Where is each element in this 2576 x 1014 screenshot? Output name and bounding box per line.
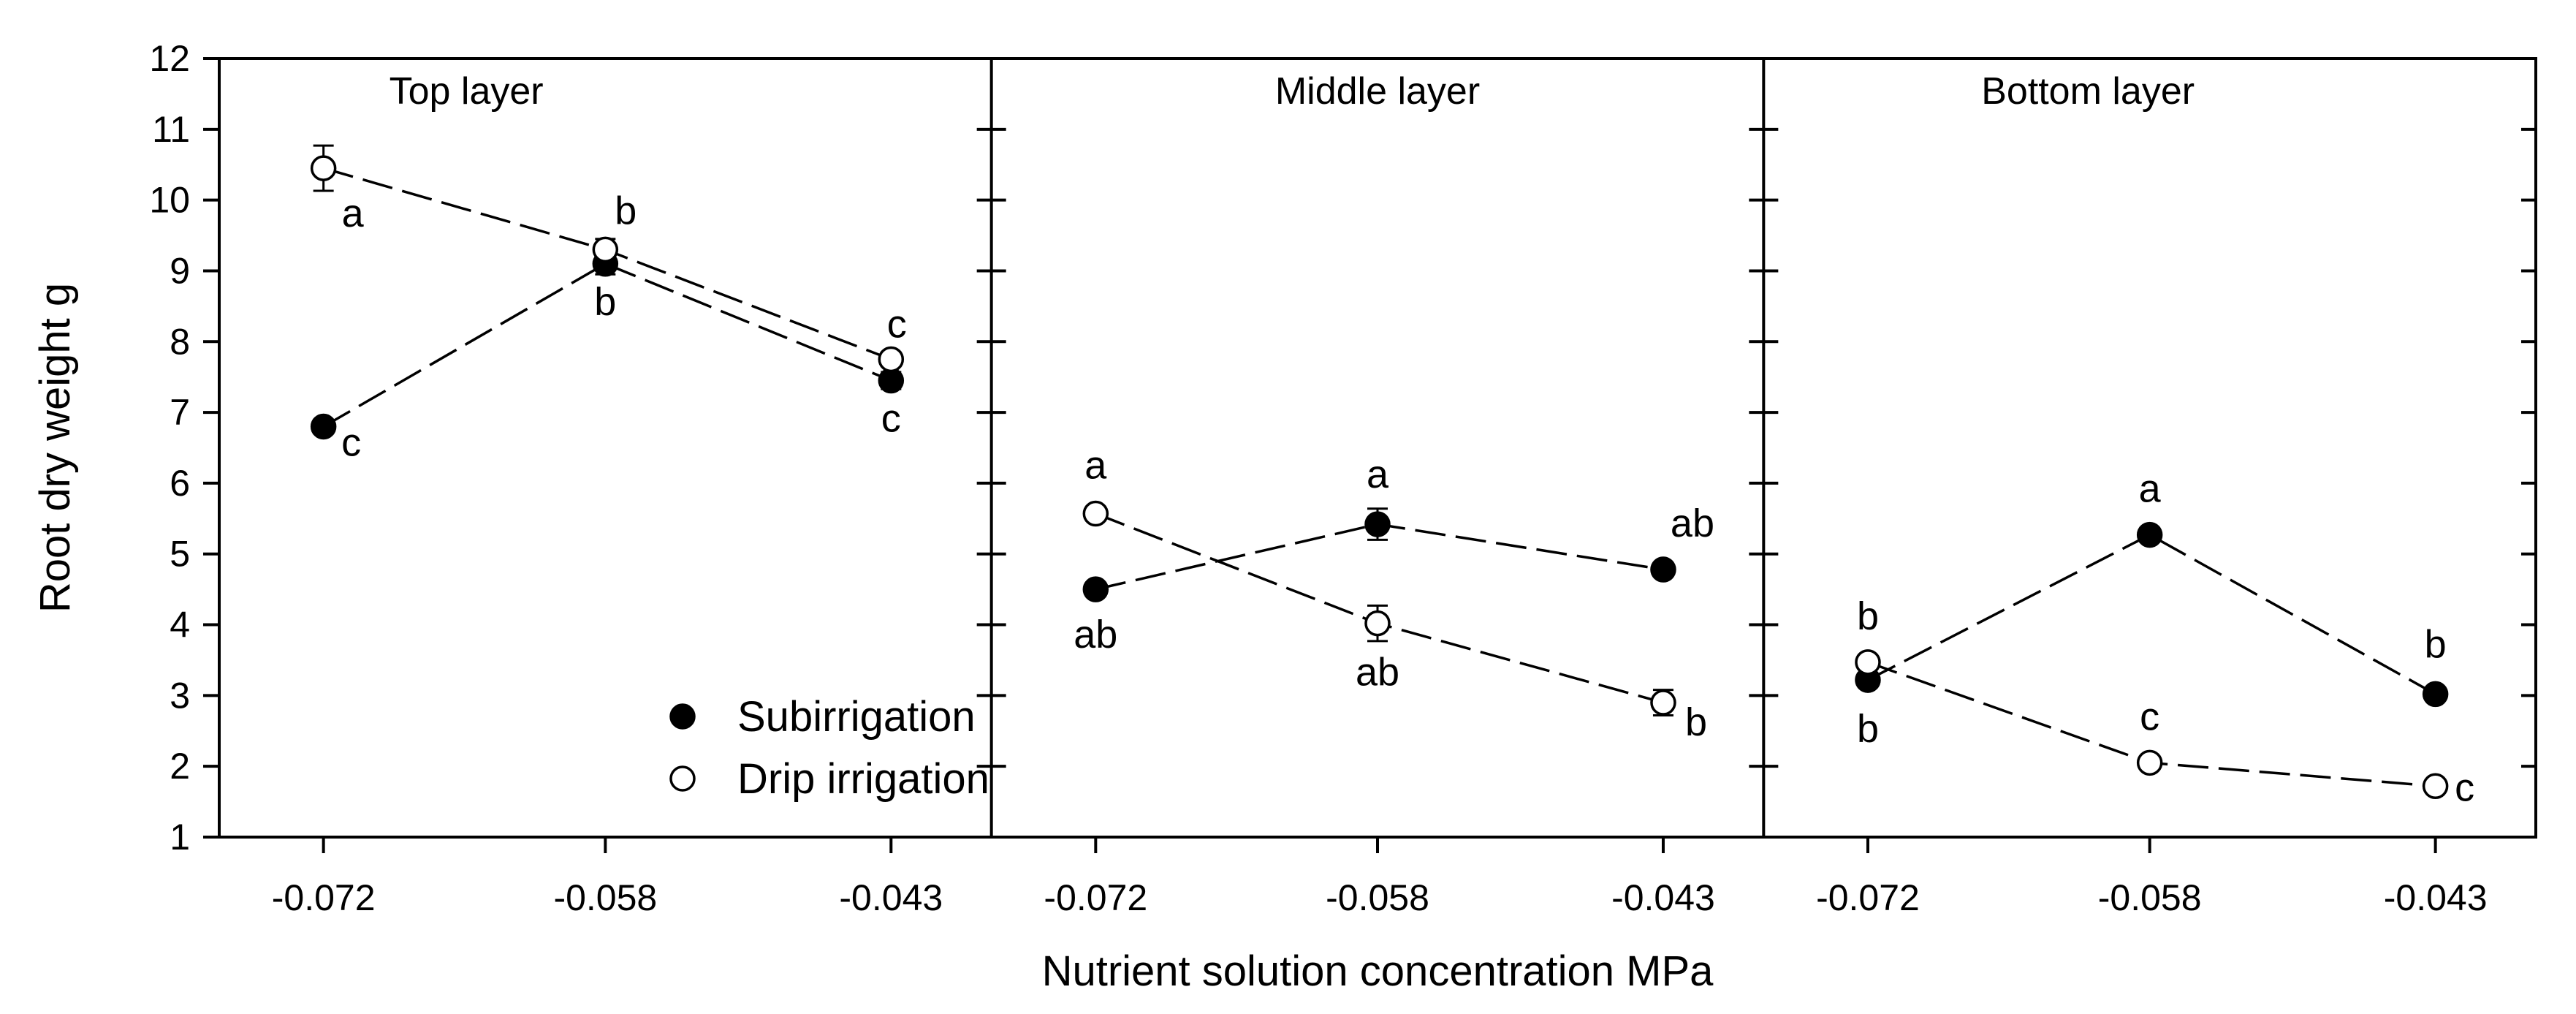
legend-marker bbox=[669, 765, 696, 792]
x-tick-label: -0.072 bbox=[272, 877, 376, 918]
subirrigation-sig-label: ab bbox=[1671, 502, 1714, 545]
drip-irrigation-sig-label: b bbox=[1857, 594, 1879, 638]
drip-irrigation-sig-label: a bbox=[1084, 444, 1107, 488]
legend-label: Drip irrigation bbox=[737, 755, 989, 803]
y-tick-label: 7 bbox=[170, 392, 190, 433]
subirrigation-sig-label: b bbox=[594, 280, 616, 324]
drip-irrigation-sig-label: c bbox=[2140, 695, 2159, 738]
plot-frame bbox=[218, 57, 2537, 839]
subirrigation-point bbox=[878, 367, 905, 394]
x-tick-label: -0.043 bbox=[839, 877, 943, 918]
y-axis-title: Root dry weight g bbox=[31, 283, 79, 613]
drip-irrigation-point bbox=[2422, 773, 2449, 800]
y-tick-label: 3 bbox=[170, 675, 190, 716]
y-tick-label: 4 bbox=[170, 605, 190, 646]
drip-irrigation-point bbox=[2136, 749, 2163, 776]
subirrigation-sig-label: b bbox=[2425, 622, 2447, 666]
drip-irrigation-sig-label: ab bbox=[1356, 651, 1399, 695]
y-tick-label: 10 bbox=[149, 180, 190, 221]
drip-irrigation-sig-label: b bbox=[615, 189, 637, 232]
subirrigation-point bbox=[1650, 556, 1676, 583]
legend-label: Subirrigation bbox=[737, 693, 976, 741]
drip-irrigation-point bbox=[310, 155, 337, 181]
drip-irrigation-sig-label: c bbox=[2455, 765, 2474, 809]
x-tick-label: -0.072 bbox=[1044, 877, 1147, 918]
drip-irrigation-point bbox=[878, 346, 905, 373]
x-tick-label: -0.058 bbox=[1326, 877, 1429, 918]
subirrigation-sig-label: a bbox=[2139, 467, 2162, 511]
drip-irrigation-sig-label: c bbox=[887, 302, 907, 346]
subirrigation-point bbox=[2136, 521, 2163, 548]
drip-irrigation-sig-label: a bbox=[342, 192, 365, 235]
drip-irrigation-point bbox=[1364, 610, 1391, 637]
subirrigation-line bbox=[322, 262, 892, 428]
subirrigation-point bbox=[2422, 681, 2449, 708]
y-tick-label: 12 bbox=[149, 38, 190, 79]
subirrigation-sig-label: c bbox=[881, 397, 901, 441]
y-tick-label: 2 bbox=[170, 746, 190, 787]
subirrigation-line bbox=[1867, 533, 2436, 695]
subirrigation-point bbox=[1082, 576, 1109, 602]
y-tick-label: 11 bbox=[152, 109, 190, 150]
x-tick-label: -0.043 bbox=[1611, 877, 1715, 918]
y-tick-label: 5 bbox=[170, 534, 190, 575]
subirrigation-point bbox=[1364, 511, 1391, 537]
drip-irrigation-sig-label: b bbox=[1685, 700, 1707, 744]
subirrigation-sig-label: a bbox=[1367, 453, 1389, 496]
y-tick-label: 9 bbox=[170, 250, 190, 291]
x-tick-label: -0.058 bbox=[553, 877, 657, 918]
x-tick-label: -0.043 bbox=[2384, 877, 2488, 918]
drip-irrigation-point bbox=[1082, 500, 1109, 527]
x-axis-title: Nutrient solution concentration MPa bbox=[1042, 947, 1714, 995]
subirrigation-sig-label: c bbox=[341, 420, 361, 464]
panel-title: Bottom layer bbox=[1981, 70, 2195, 113]
y-tick-label: 8 bbox=[170, 321, 190, 362]
drip-irrigation-point bbox=[1650, 689, 1676, 716]
subirrigation-point bbox=[310, 413, 337, 440]
panel-title: Middle layer bbox=[1275, 70, 1480, 113]
y-tick-label: 1 bbox=[170, 817, 190, 858]
y-tick-label: 6 bbox=[170, 463, 190, 504]
panel-title: Top layer bbox=[390, 70, 544, 113]
x-tick-label: -0.072 bbox=[1816, 877, 1920, 918]
drip-irrigation-point bbox=[1855, 649, 1881, 676]
drip-irrigation-point bbox=[592, 236, 619, 263]
legend-marker bbox=[669, 703, 696, 730]
x-tick-label: -0.058 bbox=[2098, 877, 2202, 918]
subirrigation-sig-label: ab bbox=[1074, 613, 1117, 657]
subirrigation-sig-label: b bbox=[1857, 707, 1879, 751]
